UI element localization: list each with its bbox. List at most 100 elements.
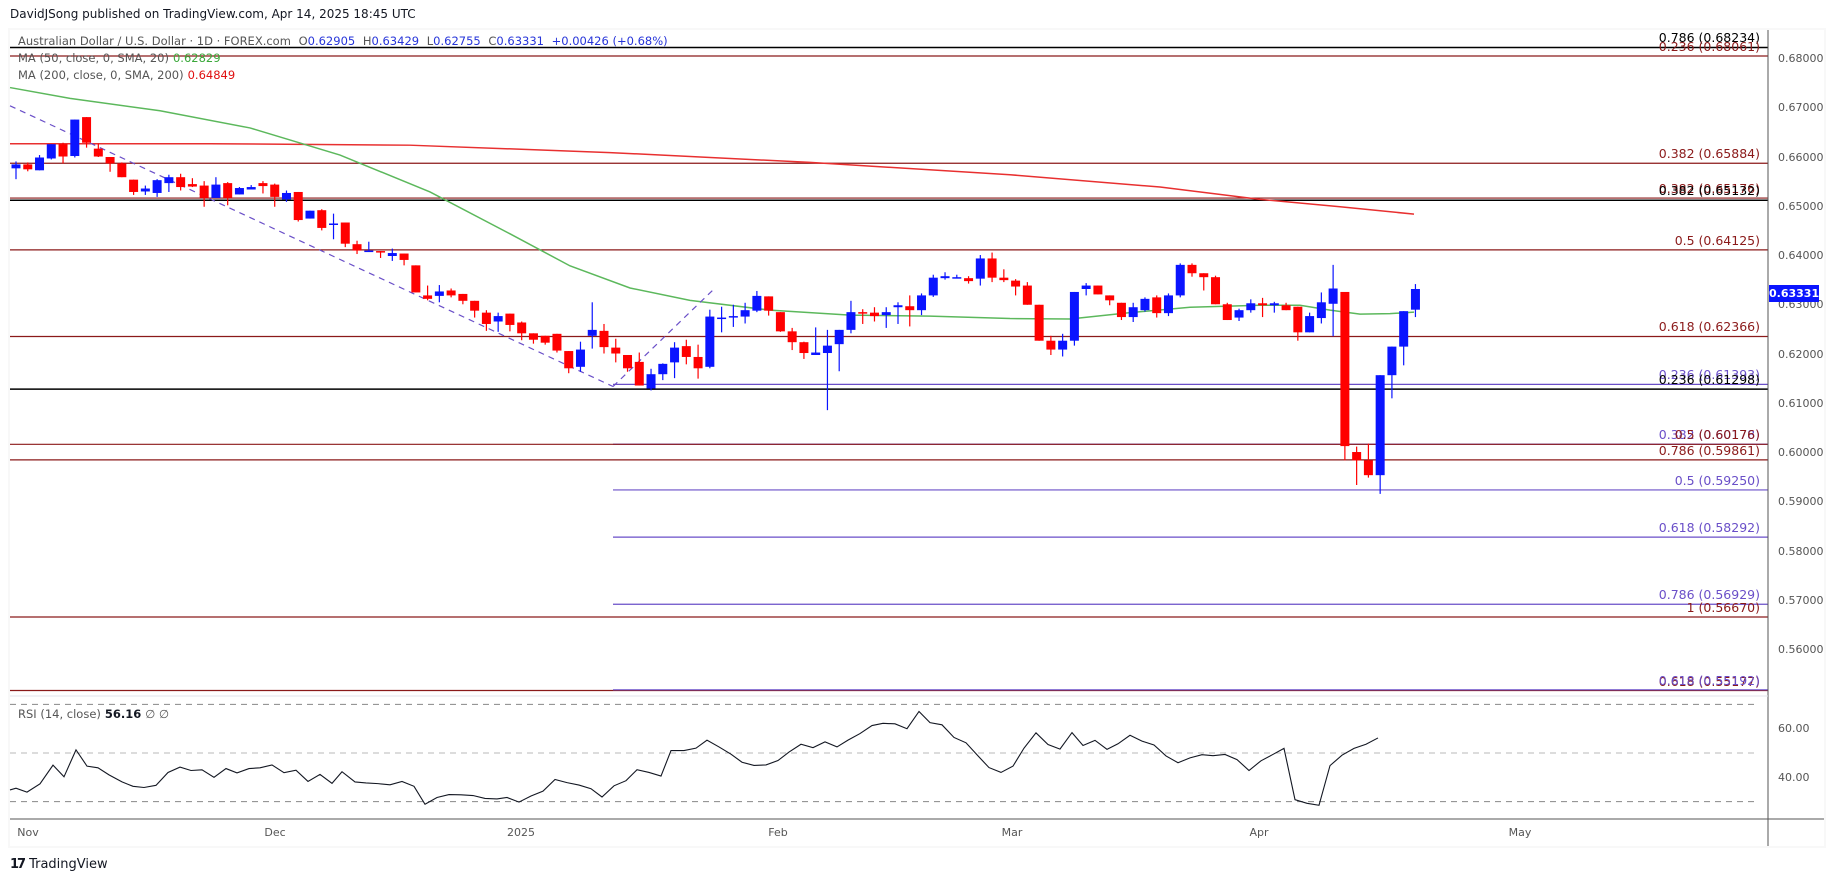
candle-body xyxy=(505,313,515,325)
candle-body xyxy=(705,316,715,367)
candle-body xyxy=(893,305,903,308)
open-label: O xyxy=(298,34,308,48)
price-tick: 0.64000 xyxy=(1778,249,1824,262)
candle-body xyxy=(670,347,680,363)
candle-body xyxy=(223,183,233,198)
ma50-value: 0.62829 xyxy=(172,51,221,65)
fib-label: 1 (0.56670) xyxy=(1686,600,1760,615)
fib-label: 0.786 (0.59861) xyxy=(1658,442,1760,458)
candle-body xyxy=(458,293,468,301)
symbol-title: Australian Dollar / U.S. Dollar · 1D · F… xyxy=(18,34,291,48)
candle-body xyxy=(82,117,92,143)
candle-body xyxy=(481,312,491,324)
candle-body xyxy=(1305,316,1315,333)
candle-body xyxy=(1058,340,1068,350)
candle-body xyxy=(434,291,444,296)
candle-body xyxy=(1116,302,1126,318)
fib-label: 0.382 (0.65176) xyxy=(1658,181,1760,197)
ma200-value: 0.64849 xyxy=(187,68,236,82)
candle-body xyxy=(11,164,21,169)
candle-body xyxy=(540,335,550,343)
candle-body xyxy=(387,253,397,256)
candle-body xyxy=(340,222,350,244)
fib-label: 0.382 (0.60178) xyxy=(1658,427,1760,443)
time-tick: Apr xyxy=(1249,826,1269,839)
price-tick: 0.58000 xyxy=(1778,544,1824,558)
fib-label: 0.618 (0.62366) xyxy=(1658,319,1760,335)
candle-body xyxy=(869,312,879,317)
candle-body xyxy=(517,322,527,334)
candle-body xyxy=(1281,305,1291,311)
price-tick: 0.60000 xyxy=(1778,446,1824,459)
ma200-legend[interactable]: MA (200, close, 0, SMA, 200) 0.64849 xyxy=(18,68,235,82)
fib-label: 0.382 (0.65132) xyxy=(1658,183,1760,199)
candle-body xyxy=(364,250,374,253)
price-tick: 0.68000 xyxy=(1778,52,1824,65)
candle-body xyxy=(176,177,186,188)
rsi-legend[interactable]: RSI (14, close) 56.16 ∅ ∅ xyxy=(18,707,169,721)
fib-label: 0.236 (0.68061) xyxy=(1658,38,1760,54)
candle-body xyxy=(399,253,409,260)
candle-body xyxy=(634,361,644,386)
candle-body xyxy=(740,310,750,317)
fib-label: 0.382 (0.65884) xyxy=(1658,146,1760,162)
candle-body xyxy=(1211,277,1221,305)
candle-body xyxy=(999,277,1009,281)
fib-label: 0.618 (0.58292) xyxy=(1658,520,1760,536)
time-tick: Feb xyxy=(768,826,788,839)
fib-label: 0.618 (0.55192) xyxy=(1658,672,1760,688)
candle-body xyxy=(1352,452,1362,461)
candle-body xyxy=(1140,298,1150,311)
candle-body xyxy=(211,184,221,198)
candle-body xyxy=(376,251,386,253)
candle-body xyxy=(1011,280,1021,287)
ma200-line xyxy=(10,142,1415,215)
candle-body xyxy=(1316,302,1326,319)
candle-body xyxy=(293,191,303,221)
candle-body xyxy=(552,333,562,351)
fib-label: 0.236 (0.61298) xyxy=(1658,372,1760,388)
candle-body xyxy=(940,276,950,279)
fib-label: 0.618 (0.55177) xyxy=(1658,673,1760,689)
candle-body xyxy=(164,177,174,184)
candle-body xyxy=(46,144,56,159)
candle-body xyxy=(1081,285,1091,289)
candle-body xyxy=(1222,304,1232,321)
price-tick: 0.59000 xyxy=(1778,495,1824,509)
price-tick: 0.65000 xyxy=(1778,199,1824,213)
time-tick: 2025 xyxy=(507,826,535,839)
tradingview-brand: TradingView xyxy=(29,857,108,872)
ma50-legend[interactable]: MA (50, close, 0, SMA, 20) 0.62829 xyxy=(18,51,221,65)
candle-body xyxy=(1152,297,1162,314)
chart-panel xyxy=(10,30,1824,846)
candle-body xyxy=(752,295,762,311)
rsi-tick-60: 60.00 xyxy=(1778,722,1810,735)
price-tick: 0.62000 xyxy=(1778,347,1824,361)
candle-body xyxy=(129,179,139,192)
candle-body xyxy=(611,347,621,354)
candle-body xyxy=(623,354,633,369)
last-price-tag: 0.63331 xyxy=(1769,285,1820,302)
candle-body xyxy=(822,345,832,354)
candle-body xyxy=(58,144,68,157)
fib-label: 0.5 (0.59250) xyxy=(1674,472,1760,488)
low-value: 0.62755 xyxy=(433,34,481,48)
candle-body xyxy=(528,333,538,340)
tradingview-footer[interactable]: 17 TradingView xyxy=(10,857,108,872)
high-value: 0.63429 xyxy=(371,34,420,48)
candle-body xyxy=(846,312,856,330)
candle-body xyxy=(152,180,162,193)
candle-body xyxy=(199,185,209,198)
candle-body xyxy=(329,223,339,225)
candle-body xyxy=(1399,311,1409,347)
ma200-label: MA (200, close, 0, SMA, 200) xyxy=(18,68,184,82)
candle-body xyxy=(70,119,80,157)
candle-body xyxy=(1022,285,1032,305)
candle-body xyxy=(764,296,774,311)
candle-body xyxy=(352,244,362,251)
candle-body xyxy=(1293,306,1303,333)
candle-body xyxy=(35,157,45,171)
candle-body xyxy=(575,349,585,367)
candle-body xyxy=(1175,264,1185,296)
